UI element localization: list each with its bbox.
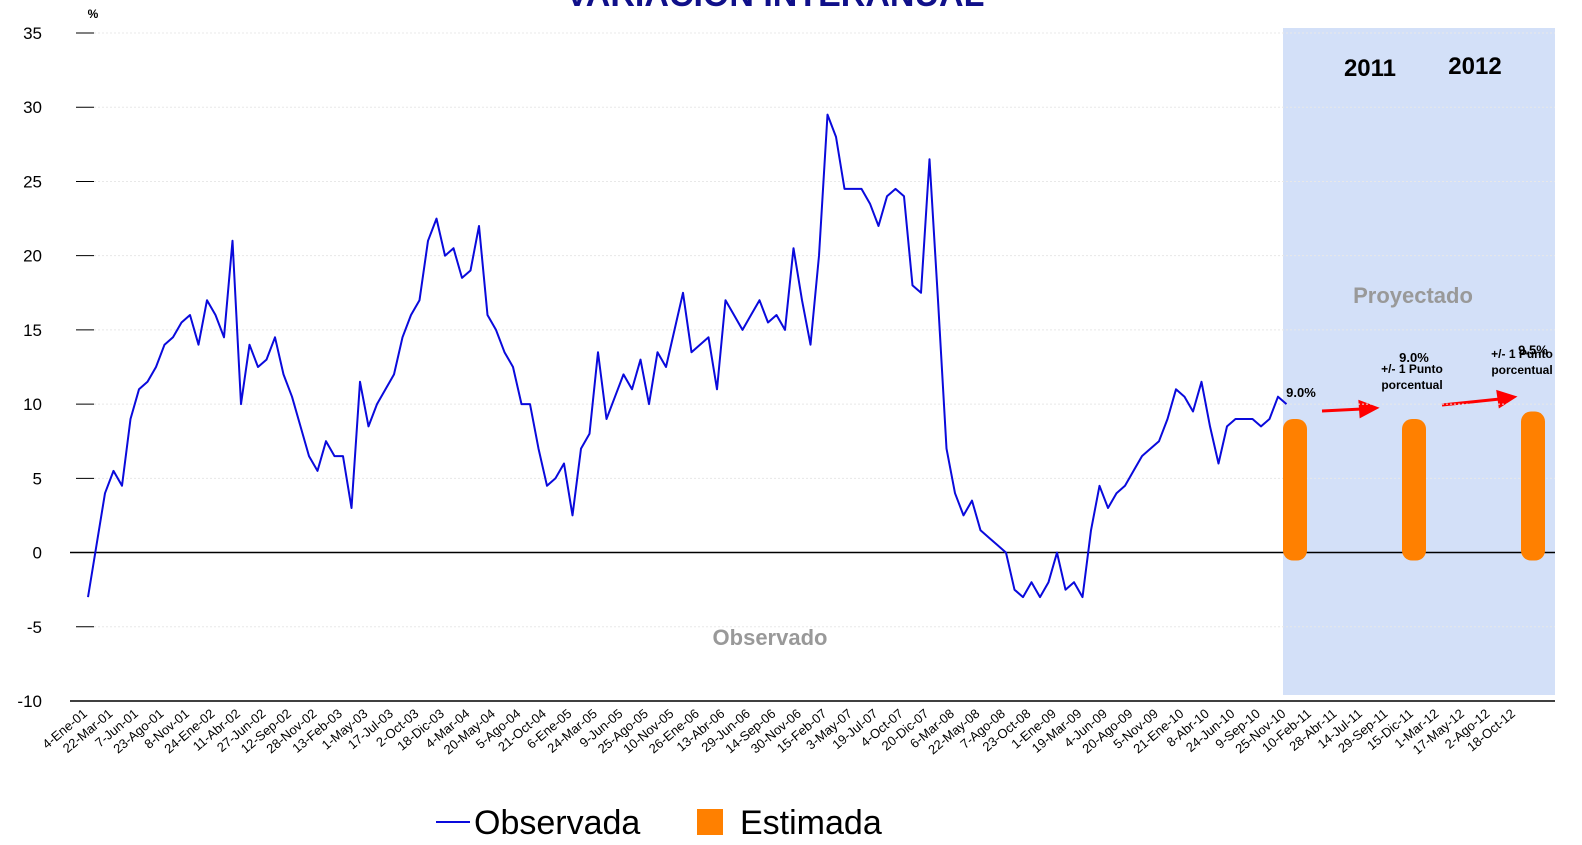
region-label: Observado [713, 625, 828, 650]
note: porcentual [1491, 363, 1552, 377]
legend-swatch [697, 809, 723, 835]
legend-label: Estimada [740, 804, 882, 842]
y-tick-label: -5 [27, 618, 42, 637]
y-tick-label: 0 [33, 544, 42, 563]
value-label: 9.5% [1518, 343, 1548, 358]
region-label: Proyectado [1353, 283, 1473, 308]
note: +/- 1 Punto [1381, 362, 1443, 376]
arrow [1321, 407, 1363, 413]
legend: Observada Estimada [436, 804, 882, 842]
legend-label: Observada [474, 804, 640, 842]
y-unit: % [88, 7, 99, 21]
estimate-bar [1402, 418, 1426, 561]
data-line [87, 113, 1288, 599]
arrow-head [1496, 389, 1518, 409]
chart-title: VARIACION INTERANUAL [566, 0, 985, 14]
value-label: 9.0% [1286, 385, 1316, 400]
projection-area [1283, 28, 1555, 695]
y-tick-label: 5 [33, 469, 42, 488]
year-label: 2011 [1344, 55, 1396, 82]
y-tick-label: 35 [23, 24, 42, 43]
y-tick-label: 15 [23, 321, 42, 340]
value-label: 9.0% [1399, 350, 1429, 365]
estimate-bar [1283, 418, 1307, 561]
y-tick-label: 30 [23, 98, 42, 117]
y-tick-label: 20 [23, 247, 42, 266]
y-tick-label: -10 [17, 692, 42, 711]
legend-item: Estimada [697, 804, 882, 842]
arrow-head [1358, 399, 1380, 419]
year-label: 2012 [1448, 53, 1501, 80]
note: porcentual [1381, 378, 1442, 392]
estimate-bar [1521, 411, 1545, 561]
legend-item: Observada [436, 804, 640, 842]
y-tick-label: 25 [23, 172, 42, 191]
y-tick-label: 10 [23, 395, 42, 414]
note: +/- 1 Punto [1491, 347, 1553, 361]
